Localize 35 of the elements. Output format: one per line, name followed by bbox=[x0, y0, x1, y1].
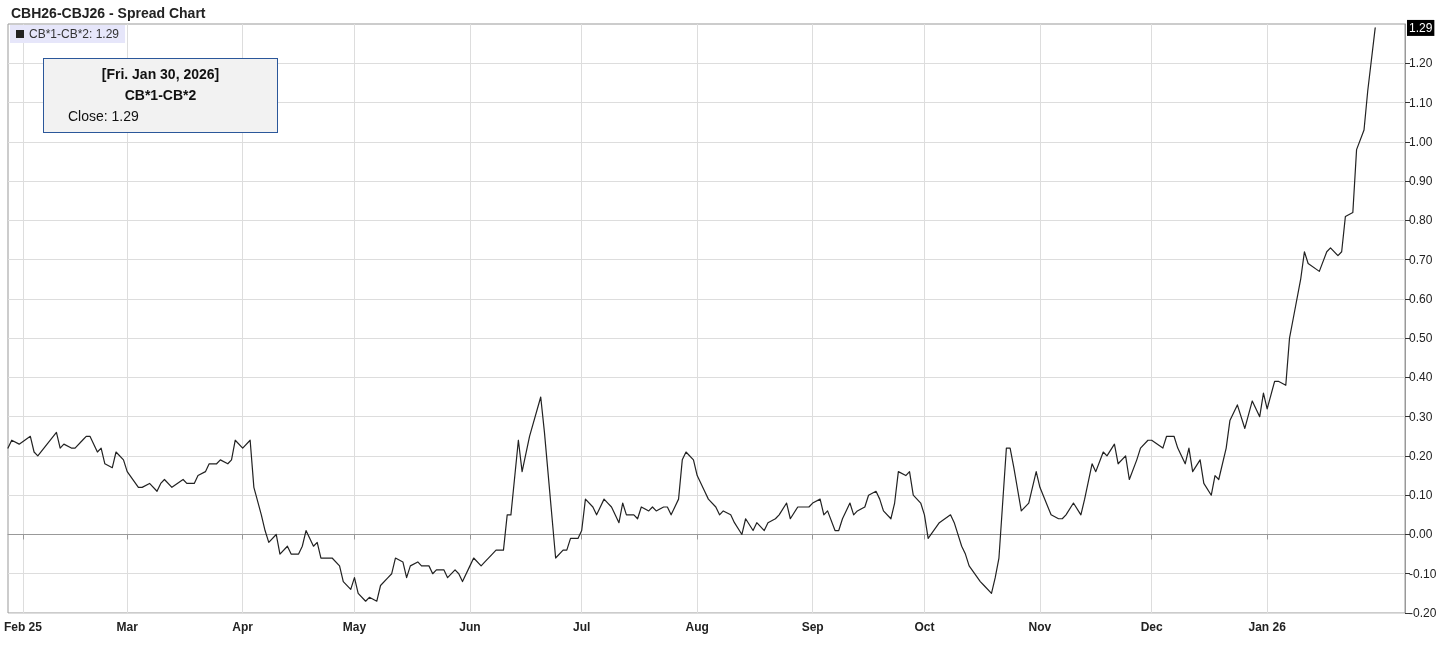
x-tick-label: Jun bbox=[459, 620, 481, 634]
x-tick-label: Apr bbox=[232, 620, 254, 634]
chart-title: CBH26-CBJ26 - Spread Chart bbox=[11, 5, 206, 21]
annotation: 1.29 bbox=[1409, 20, 1433, 35]
x-tick-label: Dec bbox=[1140, 620, 1164, 634]
y-tick-label: 0.40 bbox=[1409, 370, 1433, 385]
y-tick-label: 0.80 bbox=[1409, 213, 1433, 228]
y-tick-label: 0.20 bbox=[1409, 448, 1433, 463]
y-tick-label: 0.50 bbox=[1409, 331, 1433, 346]
y-tick-label: -0.20 bbox=[1409, 606, 1437, 620]
y-tick-label: 0.30 bbox=[1409, 409, 1433, 424]
line-series bbox=[7, 27, 1376, 602]
x-tick-label: Mar bbox=[116, 620, 139, 634]
y-tick-label: 0.90 bbox=[1409, 174, 1433, 189]
y-tick-label: 1.00 bbox=[1409, 134, 1433, 149]
x-tick-label: Jan 26 bbox=[1248, 620, 1287, 634]
x-tick-label: Feb 25 bbox=[3, 620, 43, 634]
y-tick-label: 0.70 bbox=[1409, 252, 1433, 267]
x-tick-label: May bbox=[342, 620, 367, 634]
annotation: CB*1-CB*2 bbox=[124, 87, 197, 103]
annotation: Close: 1.29 bbox=[68, 108, 139, 124]
info-box: [Fri. Jan 30, 2026] CB*1-CB*2 Close: 1.29 bbox=[43, 58, 278, 133]
y-tick-label: 0.00 bbox=[1409, 527, 1433, 542]
y-tick-label: 1.20 bbox=[1409, 56, 1433, 71]
annotation: [Fri. Jan 30, 2026] bbox=[101, 66, 220, 82]
x-tick-label: Jul bbox=[573, 620, 591, 634]
x-tick-label: Sep bbox=[801, 620, 824, 634]
legend-label: CB*1-CB*2: 1.29 bbox=[29, 27, 120, 41]
y-tick-label: 1.10 bbox=[1409, 95, 1433, 110]
y-tick-label: 0.10 bbox=[1409, 488, 1433, 503]
y-tick-label: -0.10 bbox=[1409, 566, 1437, 581]
y-tick-label: 0.60 bbox=[1409, 291, 1433, 306]
x-tick-label: Nov bbox=[1028, 620, 1052, 634]
x-tick-label: Oct bbox=[914, 620, 935, 634]
x-tick-label: Aug bbox=[685, 620, 709, 634]
